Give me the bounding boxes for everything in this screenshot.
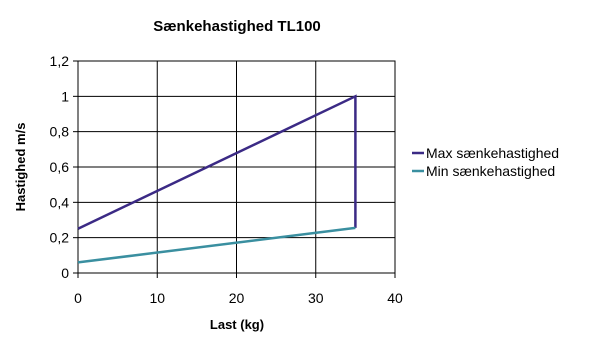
y-axis-title: Hastighed m/s bbox=[13, 123, 28, 212]
x-tick-label: 40 bbox=[387, 290, 403, 306]
series-line-1 bbox=[77, 94, 357, 230]
y-tick-label: 0,4 bbox=[50, 194, 70, 210]
legend-label: Max sænkehastighed bbox=[426, 145, 559, 161]
y-tick-label: 0,2 bbox=[50, 230, 70, 246]
y-tick-label: 0,8 bbox=[50, 124, 70, 140]
x-tick-label: 0 bbox=[74, 290, 82, 306]
series-line-2 bbox=[77, 226, 356, 264]
y-tick-label: 1 bbox=[61, 88, 69, 104]
x-tick-label: 30 bbox=[308, 290, 324, 306]
series-layer bbox=[77, 94, 357, 264]
legend-label: Min sænkehastighed bbox=[426, 163, 555, 179]
x-axis-ticks: 0 10 20 30 40 bbox=[74, 273, 403, 306]
x-tick-label: 20 bbox=[229, 290, 245, 306]
y-axis-ticks: 0 0,2 0,4 0,6 0,8 1 1,2 bbox=[50, 53, 78, 281]
y-tick-label: 1,2 bbox=[50, 53, 70, 69]
chart-title: Sænkehastighed TL100 bbox=[153, 18, 321, 35]
x-axis-title: Last (kg) bbox=[210, 317, 264, 332]
y-tick-label: 0 bbox=[61, 265, 69, 281]
y-tick-label: 0,6 bbox=[50, 159, 70, 175]
x-tick-label: 10 bbox=[149, 290, 165, 306]
legend: Max sænkehastighed Min sænkehastighed bbox=[412, 145, 559, 179]
grid bbox=[77, 60, 396, 274]
